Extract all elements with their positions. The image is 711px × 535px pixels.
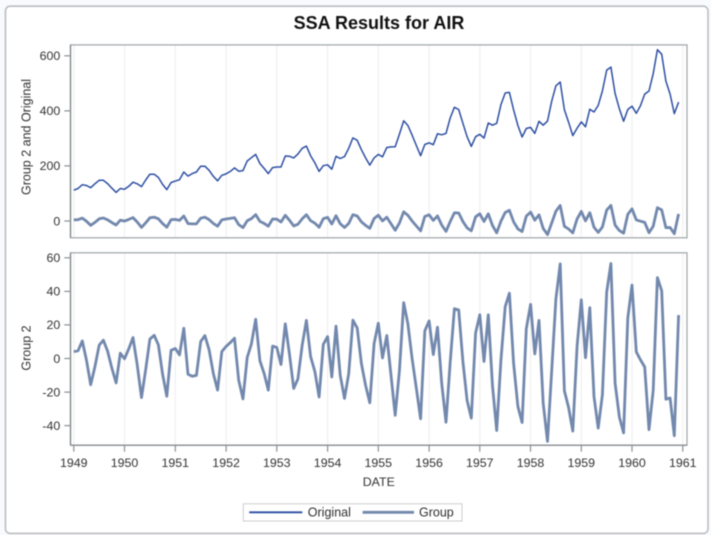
svg-text:1961: 1961: [669, 456, 697, 470]
svg-text:0: 0: [53, 352, 60, 366]
svg-text:1953: 1953: [263, 456, 291, 470]
svg-text:-20: -20: [42, 385, 60, 399]
svg-text:1954: 1954: [314, 456, 342, 470]
svg-text:1952: 1952: [212, 456, 240, 470]
svg-text:-40: -40: [42, 419, 60, 433]
svg-text:1957: 1957: [466, 456, 494, 470]
svg-text:Group 2: Group 2: [20, 325, 34, 370]
svg-text:20: 20: [47, 318, 61, 332]
svg-text:1959: 1959: [568, 456, 596, 470]
svg-text:1950: 1950: [111, 456, 139, 470]
svg-text:600: 600: [40, 49, 61, 63]
svg-text:1955: 1955: [365, 456, 393, 470]
svg-text:Original: Original: [308, 505, 351, 519]
svg-text:DATE: DATE: [363, 475, 395, 489]
svg-text:1958: 1958: [517, 456, 545, 470]
svg-text:1960: 1960: [618, 456, 646, 470]
svg-text:200: 200: [40, 159, 61, 173]
svg-text:1951: 1951: [162, 456, 190, 470]
svg-text:0: 0: [53, 214, 60, 228]
svg-text:Group: Group: [419, 505, 454, 519]
svg-text:40: 40: [47, 285, 61, 299]
svg-text:1949: 1949: [60, 456, 88, 470]
svg-text:400: 400: [40, 104, 61, 118]
svg-text:Group 2 and Original: Group 2 and Original: [20, 79, 34, 195]
svg-text:SSA Results for AIR: SSA Results for AIR: [294, 13, 465, 33]
svg-text:60: 60: [47, 251, 61, 265]
svg-text:1956: 1956: [415, 456, 443, 470]
